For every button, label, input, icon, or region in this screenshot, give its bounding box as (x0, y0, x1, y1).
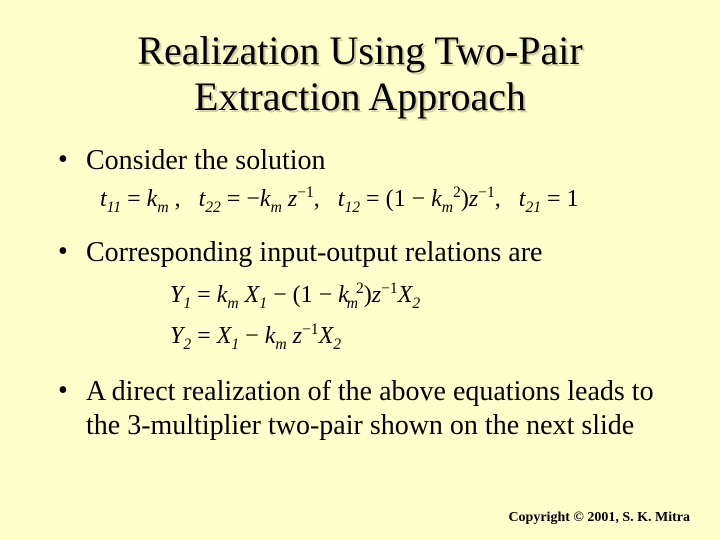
slide-title: Realization Using Two-Pair Extraction Ap… (50, 28, 670, 120)
bullet-marker: • (58, 375, 86, 442)
bullet-text: Corresponding input-output relations are (86, 236, 670, 270)
bullet-item: • Corresponding input-output relations a… (58, 236, 670, 270)
bullet-item: • A direct realization of the above equa… (58, 375, 670, 442)
bullet-item: • Consider the solution (58, 144, 670, 178)
copyright-text: Copyright © 2001, S. K. Mitra (508, 510, 690, 526)
bullet-text: A direct realization of the above equati… (86, 375, 670, 442)
equation-row: t11 = km , t22 = −km z−1, t12 = (1 − km2… (100, 184, 670, 217)
equation-block: Y1 = km X1 − (1 − k m2)z−1X2 Y2 = X1 − k… (170, 276, 670, 357)
bullet-text: Consider the solution (86, 144, 670, 178)
bullet-marker: • (58, 236, 86, 270)
bullet-marker: • (58, 144, 86, 178)
